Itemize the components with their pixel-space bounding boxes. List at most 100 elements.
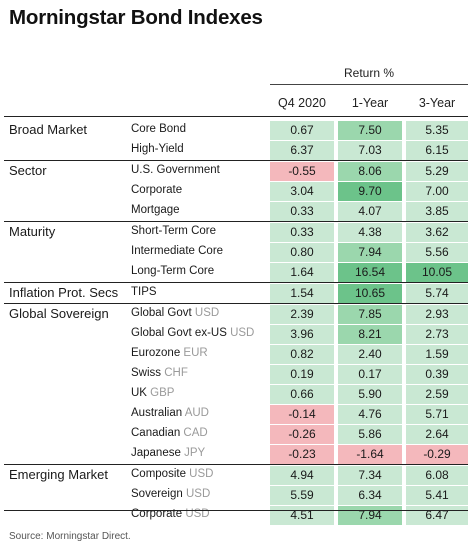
value-cell: 0.33	[270, 223, 334, 242]
index-name: TIPS	[131, 286, 157, 298]
index-name: Mortgage	[131, 204, 180, 216]
index-name: Intermediate Core	[131, 245, 224, 257]
index-name: Swiss	[131, 367, 162, 379]
index-name: Composite	[131, 468, 186, 480]
currency-code: USD	[191, 307, 220, 319]
index-name: Japanese	[131, 447, 181, 459]
row-label: Eurozone EUR	[131, 347, 208, 359]
value-cell: 16.54	[338, 263, 402, 282]
value-cell: 5.74	[406, 284, 468, 303]
table-bottom-rule	[4, 510, 468, 511]
currency-code: USD	[185, 468, 214, 480]
index-name: Global Govt ex-US	[131, 327, 227, 339]
column-header-1yr: 1-Year	[351, 96, 389, 110]
currency-code: JPY	[180, 447, 206, 459]
row-label: Global Govt ex-US USD	[131, 327, 254, 339]
value-cell: 10.05	[406, 263, 468, 282]
value-cell: 5.35	[406, 121, 468, 140]
value-cell: 3.04	[270, 182, 334, 201]
currency-code: CAD	[180, 427, 208, 439]
index-name: Canadian	[131, 427, 181, 439]
row-label: Short-Term Core	[131, 225, 216, 237]
currency-code: GBP	[146, 387, 175, 399]
value-cell: -0.23	[270, 445, 334, 464]
currency-code: USD	[226, 327, 255, 339]
value-cell: 2.40	[338, 345, 402, 364]
value-cell: 1.59	[406, 345, 468, 364]
value-cell: 0.80	[270, 243, 334, 262]
value-cell: 4.07	[338, 202, 402, 221]
group-divider	[4, 303, 468, 304]
column-header-3yr: 3-Year	[418, 96, 456, 110]
index-name: Global Govt	[131, 307, 192, 319]
value-cell: -0.26	[270, 425, 334, 444]
value-cell: 2.39	[270, 305, 334, 324]
currency-code: CHF	[161, 367, 188, 379]
row-label: Corporate USD	[131, 508, 210, 520]
row-label: Mortgage	[131, 204, 180, 216]
value-cell: 4.76	[338, 405, 402, 424]
index-name: Corporate	[131, 184, 183, 196]
value-cell: 2.73	[406, 325, 468, 344]
row-label: U.S. Government	[131, 164, 220, 176]
currency-code: USD	[182, 488, 211, 500]
value-cell: 6.47	[406, 506, 468, 525]
row-label: Global Govt USD	[131, 307, 219, 319]
value-cell: 0.67	[270, 121, 334, 140]
row-label: Canadian CAD	[131, 427, 208, 439]
row-label: Australian AUD	[131, 407, 209, 419]
value-cell: 5.71	[406, 405, 468, 424]
group-divider	[4, 464, 468, 465]
value-cell: 4.38	[338, 223, 402, 242]
value-cell: -0.29	[406, 445, 468, 464]
group-label: Global Sovereign	[9, 306, 109, 321]
value-cell: 7.94	[338, 506, 402, 525]
value-cell: 5.90	[338, 385, 402, 404]
currency-code: AUD	[182, 407, 209, 419]
index-name: Eurozone	[131, 347, 181, 359]
header-rule	[4, 116, 468, 117]
index-name: Australian	[131, 407, 183, 419]
value-cell: 0.66	[270, 385, 334, 404]
value-cell: 9.70	[338, 182, 402, 201]
value-cell: 10.65	[338, 284, 402, 303]
value-cell: 7.50	[338, 121, 402, 140]
group-divider	[4, 221, 468, 222]
value-cell: 7.00	[406, 182, 468, 201]
value-cell: 2.59	[406, 385, 468, 404]
group-divider	[4, 282, 468, 283]
value-cell: 3.85	[406, 202, 468, 221]
currency-code: EUR	[180, 347, 208, 359]
value-cell: 5.56	[406, 243, 468, 262]
index-name: Core Bond	[131, 123, 186, 135]
index-name: U.S. Government	[131, 164, 220, 176]
value-cell: 1.54	[270, 284, 334, 303]
row-label: Corporate	[131, 184, 182, 196]
group-label: Emerging Market	[9, 467, 108, 482]
value-cell: 1.64	[270, 263, 334, 282]
value-cell: 3.62	[406, 223, 468, 242]
index-name: Sovereign	[131, 488, 183, 500]
return-header: Return %	[343, 66, 395, 80]
row-label: Sovereign USD	[131, 488, 210, 500]
index-name: Long-Term Core	[131, 265, 215, 277]
value-cell: -0.55	[270, 162, 334, 181]
value-cell: 2.64	[406, 425, 468, 444]
group-label: Broad Market	[9, 122, 88, 137]
index-name: UK	[131, 387, 147, 399]
row-label: Long-Term Core	[131, 265, 214, 277]
row-label: High-Yield	[131, 143, 184, 155]
group-label: Inflation Prot. Secs	[9, 285, 119, 300]
group-label: Maturity	[9, 224, 56, 239]
row-label: Swiss CHF	[131, 367, 188, 379]
value-cell: 6.08	[406, 466, 468, 485]
index-name: Corporate	[131, 508, 183, 520]
value-cell: 0.82	[270, 345, 334, 364]
value-cell: -1.64	[338, 445, 402, 464]
index-name: High-Yield	[131, 143, 184, 155]
column-header-q4: Q4 2020	[278, 96, 326, 110]
group-label: Sector	[9, 163, 47, 178]
value-cell: 0.17	[338, 365, 402, 384]
value-cell: 7.34	[338, 466, 402, 485]
row-label: Composite USD	[131, 468, 213, 480]
